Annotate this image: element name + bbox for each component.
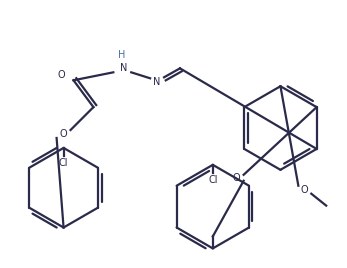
Text: N: N: [120, 63, 127, 73]
Text: O: O: [301, 185, 308, 195]
Text: O: O: [58, 70, 66, 80]
Text: H: H: [118, 50, 125, 60]
Text: O: O: [60, 129, 67, 139]
Text: Cl: Cl: [59, 158, 68, 168]
Text: O: O: [233, 173, 240, 183]
Text: Cl: Cl: [208, 175, 218, 185]
Text: N: N: [153, 77, 161, 87]
